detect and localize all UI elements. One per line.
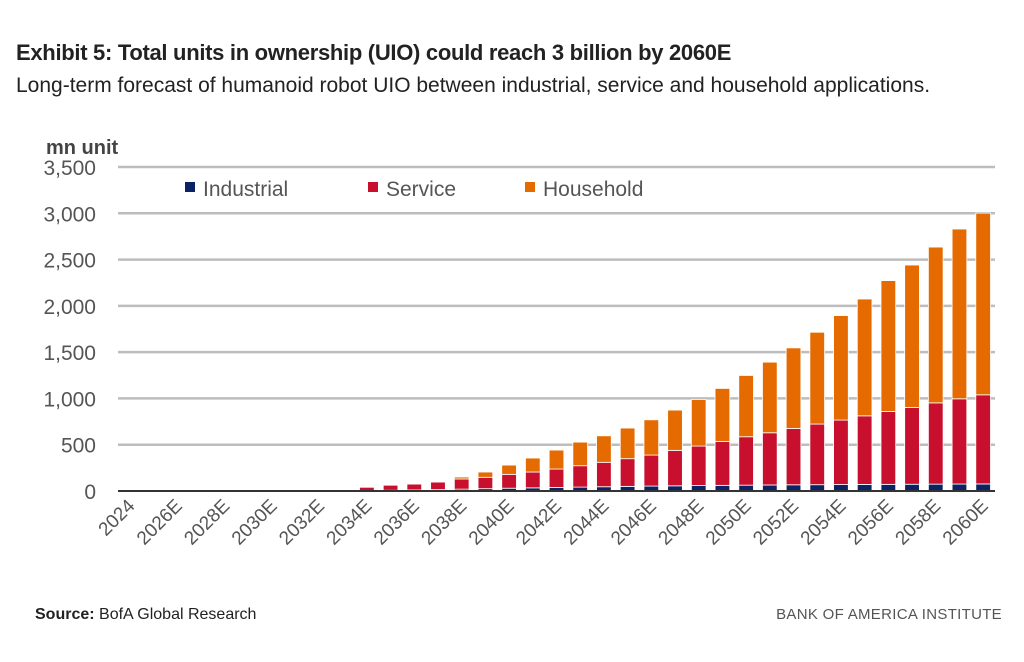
bar-household bbox=[453, 476, 470, 480]
bar-household bbox=[975, 212, 991, 396]
source-text: BofA Global Research bbox=[99, 606, 257, 623]
x-tick-label: 2048E bbox=[655, 496, 709, 550]
x-tick-label: 2052E bbox=[749, 496, 803, 550]
source-label: Source: bbox=[35, 606, 95, 623]
bar-household bbox=[619, 427, 636, 460]
x-tick-label: 2060E bbox=[939, 496, 993, 550]
legend-swatch-industrial bbox=[185, 182, 195, 192]
bar-household bbox=[690, 399, 707, 447]
y-tick-label: 500 bbox=[61, 435, 96, 458]
legend-swatch-service bbox=[368, 182, 378, 192]
bar-household bbox=[525, 457, 541, 473]
bar-service bbox=[904, 407, 920, 485]
x-tick-label: 2032E bbox=[275, 496, 329, 550]
y-tick-label: 3,500 bbox=[43, 157, 96, 180]
y-tick-label: 0 bbox=[84, 481, 96, 504]
brand-logo-text: BANK OF AMERICA INSTITUTE bbox=[776, 606, 1002, 623]
chart-title: Exhibit 5: Total units in ownership (UIO… bbox=[16, 40, 732, 65]
chart-subtitle: Long-term forecast of humanoid robot UIO… bbox=[16, 74, 931, 97]
x-tick-label: 2036E bbox=[370, 496, 424, 550]
x-tick-label: 2030E bbox=[228, 496, 282, 550]
bar-industrial bbox=[951, 483, 968, 492]
legend-label-service: Service bbox=[386, 178, 456, 201]
legend-label-household: Household bbox=[543, 178, 643, 201]
bar-service bbox=[430, 481, 446, 491]
bar-service bbox=[880, 410, 897, 485]
bar-service bbox=[643, 454, 660, 487]
x-tick-label: 2058E bbox=[892, 496, 946, 550]
bar-household bbox=[904, 264, 920, 408]
x-tick-label: 2028E bbox=[180, 496, 234, 550]
bar-service bbox=[809, 423, 825, 486]
bar-household bbox=[856, 298, 873, 417]
legend-swatch-household bbox=[525, 182, 535, 192]
x-tick-label: 2040E bbox=[465, 496, 519, 550]
bar-service bbox=[477, 476, 494, 490]
x-tick-label: 2026E bbox=[133, 496, 187, 550]
x-tick-label: 2044E bbox=[560, 496, 614, 550]
bar-household bbox=[643, 419, 660, 456]
y-tick-label: 2,000 bbox=[43, 296, 96, 319]
bar-service bbox=[501, 473, 517, 489]
y-tick-label: 1,000 bbox=[43, 388, 96, 411]
x-tick-label: 2056E bbox=[844, 496, 898, 550]
x-tick-label: 2050E bbox=[702, 496, 756, 550]
x-tick-label: 2054E bbox=[797, 496, 851, 550]
bar-household bbox=[738, 375, 754, 438]
bar-industrial bbox=[904, 483, 920, 492]
bar-household bbox=[572, 441, 588, 467]
bar-service bbox=[738, 436, 754, 486]
bar-service bbox=[975, 394, 991, 485]
bar-household bbox=[548, 449, 565, 470]
x-tick-label: 2046E bbox=[607, 496, 661, 550]
bar-service bbox=[453, 478, 470, 490]
bar-household bbox=[951, 228, 968, 400]
bar-service bbox=[596, 461, 612, 488]
source-note: Source: BofA Global Research bbox=[35, 606, 256, 624]
bar-household bbox=[477, 471, 494, 478]
y-tick-label: 3,000 bbox=[43, 203, 96, 226]
bar-service bbox=[525, 471, 541, 489]
bar-industrial bbox=[927, 483, 944, 492]
y-tick-label: 2,500 bbox=[43, 250, 96, 273]
bar-service bbox=[406, 483, 423, 491]
bar-household bbox=[667, 409, 683, 451]
y-tick-label: 1,500 bbox=[43, 342, 96, 365]
y-axis-label: mn unit bbox=[46, 137, 119, 159]
bar-household bbox=[596, 435, 612, 463]
bar-service bbox=[382, 484, 399, 491]
bar-service bbox=[619, 458, 636, 487]
bar-household bbox=[927, 246, 944, 404]
bar-service bbox=[785, 428, 802, 486]
bar-household bbox=[809, 331, 825, 425]
bar-service bbox=[667, 449, 683, 487]
x-tick-label: 2034E bbox=[323, 496, 377, 550]
bar-service bbox=[714, 440, 731, 486]
bar-household bbox=[762, 361, 778, 434]
bar-service bbox=[927, 402, 944, 485]
bar-service bbox=[951, 398, 968, 485]
bar-household bbox=[714, 388, 731, 442]
bar-service bbox=[572, 465, 588, 488]
bar-household bbox=[785, 347, 802, 429]
bar-household bbox=[880, 280, 897, 412]
bar-industrial bbox=[975, 483, 991, 492]
bar-service bbox=[833, 419, 849, 485]
bar-service bbox=[856, 415, 873, 485]
bar-household bbox=[833, 315, 849, 421]
bar-household bbox=[501, 464, 517, 475]
x-tick-label: 2042E bbox=[512, 496, 566, 550]
legend-label-industrial: Industrial bbox=[203, 178, 288, 201]
bar-service bbox=[762, 432, 778, 486]
bar-service bbox=[690, 445, 707, 486]
x-tick-label: 2038E bbox=[418, 496, 472, 550]
bar-service bbox=[548, 468, 565, 488]
